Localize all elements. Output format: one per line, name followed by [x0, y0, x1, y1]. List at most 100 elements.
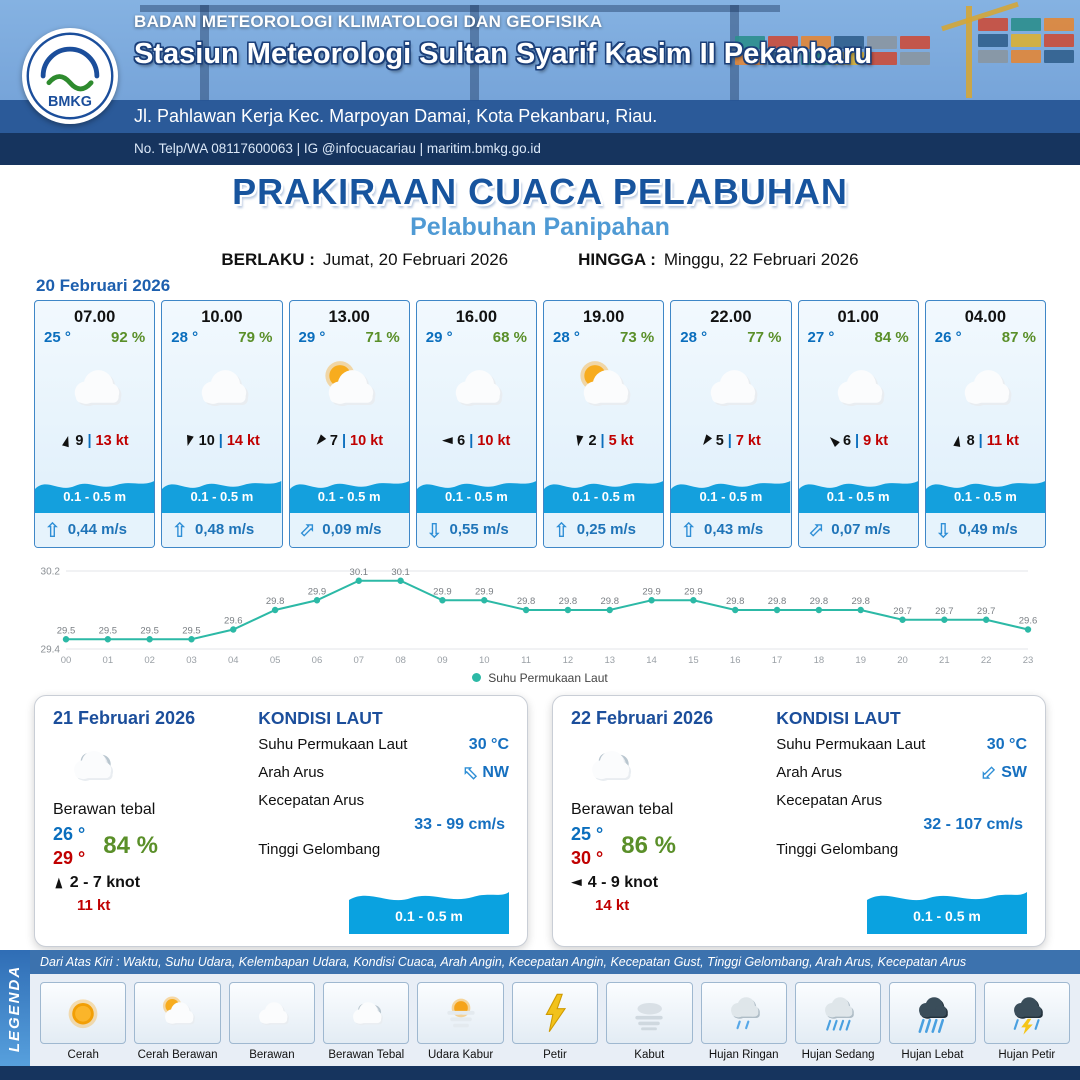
wind-row: ► 2 | 5 kt	[544, 428, 663, 454]
partly-sunny-icon	[325, 360, 376, 406]
wind-speed: 6	[457, 432, 466, 449]
air-temperature: 25 °	[44, 328, 71, 346]
current-direction-value: SW	[1001, 763, 1027, 781]
svg-text:29.9: 29.9	[308, 586, 327, 597]
chart-legend: Suhu Permukaan Laut	[30, 671, 1050, 685]
wave-graphic-icon	[35, 480, 155, 513]
svg-text:29.5: 29.5	[140, 625, 159, 636]
current-direction-icon: ⇧	[44, 517, 61, 542]
air-temperature: 29 °	[425, 328, 453, 346]
air-temperature: 29 °	[298, 328, 326, 346]
legend-icon-box	[228, 982, 316, 1044]
svg-text:21: 21	[939, 655, 950, 666]
wind-gust: 10 kt	[350, 432, 384, 449]
weather-icon	[926, 346, 1045, 428]
humidity: 68 %	[492, 328, 527, 346]
svg-text:29.8: 29.8	[726, 596, 745, 607]
forecast-card: 22.00 28 ° 77 % ► 5 | 7 kt 0.1 - 0.5 m ⇧…	[670, 299, 792, 548]
agency-name: BADAN METEOROLOGI KLIMATOLOGI DAN GEOFIS…	[134, 12, 603, 31]
current-speed-value: 32 - 107 cm/s	[923, 815, 1023, 833]
weather-icon	[290, 346, 409, 428]
humidity: 87 %	[1001, 328, 1036, 346]
cloudy-icon	[74, 369, 122, 406]
legend-label: Hujan Sedang	[801, 1049, 875, 1061]
sst-line-chart: 30.2 29.4 29.5 00 29.5 01 29.5 02 29.5 03 29.6 04 29…	[41, 566, 1038, 666]
wind-direction-icon: ►	[442, 432, 454, 449]
wave-height: 0.1 - 0.5 m	[699, 488, 763, 504]
svg-text:15: 15	[688, 655, 699, 666]
humidity: 84 %	[874, 328, 909, 346]
fog-icon	[635, 1002, 663, 1031]
legend-label: Berawan Tebal	[328, 1049, 405, 1061]
forecast-date: 20 Februari 2026	[36, 275, 171, 295]
svg-text:08: 08	[395, 655, 406, 666]
humidity: 77 %	[747, 328, 782, 346]
current-direction-icon: ⇧	[680, 517, 698, 542]
svg-text:29.8: 29.8	[851, 596, 870, 607]
daily-condition: Berawan tebal	[571, 800, 674, 818]
wave-graphic-icon	[416, 480, 536, 513]
legend-item: Cerah Berawan	[134, 982, 221, 1066]
daily-condition: Berawan tebal	[53, 800, 156, 818]
legend-dot-icon	[472, 673, 482, 683]
forecast-time: 22.00	[710, 307, 752, 326]
current-row: ⇧ 0,09 m/s	[289, 512, 409, 547]
svg-text:07: 07	[353, 655, 364, 666]
weather-icon	[544, 346, 663, 428]
weather-icon	[417, 346, 536, 428]
current-speed: 0,07 m/s	[831, 521, 891, 539]
current-direction-icon: ⇧	[425, 517, 443, 542]
svg-text:29.6: 29.6	[224, 615, 243, 626]
forecast-time: 16.00	[455, 307, 498, 326]
wind-gust: 14 kt	[226, 432, 260, 449]
current-speed: 0,43 m/s	[704, 521, 764, 539]
wind-row: ► 6 | 9 kt	[799, 428, 918, 454]
daily-forecast-card: 21 Februari 2026 Berawan tebal 26 ° 29 °…	[34, 694, 528, 947]
forecast-card: 10.00 28 ° 79 % ► 10 | 14 kt 0.1 - 0.5 m…	[161, 299, 283, 548]
wave-height-band: 0.1 - 0.5 m	[162, 467, 282, 513]
legend-item: Hujan Petir	[983, 982, 1070, 1066]
legend-icon-box	[511, 982, 599, 1044]
lightning-icon	[545, 993, 567, 1032]
legend-item: Udara Kabur	[417, 982, 504, 1066]
current-direction-icon: ⇧	[934, 517, 952, 542]
svg-text:11: 11	[521, 655, 531, 666]
current-row: ⇧ 0,07 m/s	[798, 512, 918, 547]
cloudy-icon	[258, 1002, 289, 1026]
weather-icon	[671, 346, 790, 428]
daily-wind-gust: 14 kt	[595, 896, 630, 914]
crane-mast	[966, 6, 972, 98]
svg-text:29.8: 29.8	[559, 596, 578, 607]
hazy-icon	[446, 998, 475, 1028]
legend-label: Hujan Ringan	[708, 1049, 779, 1061]
valid-until: HINGGA : Minggu, 22 Februari 2026	[578, 249, 859, 269]
wind-gust: 13 kt	[95, 432, 129, 449]
cloudy-icon	[710, 369, 758, 406]
svg-text:29.5: 29.5	[99, 625, 118, 636]
wave-graphic-icon	[544, 480, 664, 513]
current-row: ⇧ 0,49 m/s	[925, 512, 1045, 547]
svg-text:29.5: 29.5	[57, 625, 76, 636]
wind-speed: 10	[198, 432, 215, 449]
svg-text:12: 12	[563, 655, 574, 666]
daily-wind-range: 2 - 7 knot	[69, 873, 141, 891]
svg-text:18: 18	[814, 655, 825, 666]
page-title: PRAKIRAAN CUACA PELABUHAN	[232, 171, 848, 212]
separator: |	[600, 432, 605, 449]
air-temperature: 28 °	[553, 328, 580, 346]
wind-gust: 9 kt	[863, 432, 889, 449]
wave-height-band: 0.1 - 0.5 m	[798, 467, 918, 513]
daily-wind-direction-icon: ►	[571, 874, 582, 891]
wave-height: 0.1 - 0.5 m	[572, 488, 636, 504]
rain-light-icon	[730, 997, 760, 1030]
sst-chart: 30.2 29.4 29.5 00 29.5 01 29.5 02 29.5 03 29.6 04 29…	[30, 556, 1050, 671]
cloudy-icon	[201, 369, 249, 406]
wind-row: ► 6 | 10 kt	[417, 428, 536, 454]
current-direction-icon: ⇧	[553, 517, 570, 542]
svg-text:06: 06	[312, 655, 323, 666]
weather-icon	[35, 346, 154, 428]
legend-item: Berawan	[228, 982, 316, 1066]
wave-height-graphic: 0.1 - 0.5 m	[349, 882, 509, 934]
daily-forecast-card: 22 Februari 2026 Berawan tebal 25 ° 30 °…	[552, 694, 1046, 947]
legend-title-strip: LEGENDA	[0, 950, 30, 1066]
